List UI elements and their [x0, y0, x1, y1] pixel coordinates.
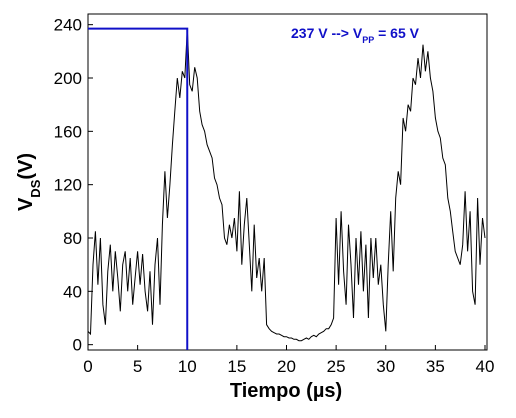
- y-tick-label: 200: [54, 69, 82, 88]
- annotation-sub: PP: [362, 35, 374, 45]
- y-title-text: V: [15, 197, 37, 211]
- plot-frame: [87, 13, 488, 351]
- y-title-sub: DS: [28, 179, 43, 197]
- waveform: [87, 28, 486, 342]
- y-tick-label: 120: [54, 176, 82, 195]
- x-axis-title: Tiempo (µs): [230, 380, 342, 402]
- x-tick-label: 5: [133, 357, 142, 376]
- x-tick-label: 25: [327, 357, 346, 376]
- y-tick-label: 80: [63, 229, 82, 248]
- annotation-text: = 65 V: [374, 25, 419, 41]
- y-tick-label: 160: [54, 122, 82, 141]
- x-tick-label: 20: [277, 357, 296, 376]
- x-tick-label: 30: [376, 357, 395, 376]
- y-axis-title: VDS(V): [15, 153, 43, 211]
- y-tick-label: 40: [63, 282, 82, 301]
- marker-line: [88, 27, 189, 350]
- y-title-text: (V): [15, 153, 37, 180]
- x-tick-label: 0: [83, 357, 92, 376]
- x-tick-label: 35: [426, 357, 445, 376]
- x-tick-label: 40: [476, 357, 495, 376]
- annotation: 237 V --> VPP = 65 V: [291, 25, 420, 45]
- x-tick-label: 10: [178, 357, 197, 376]
- y-tick-label: 0: [73, 336, 82, 355]
- y-tick-label: 240: [54, 16, 82, 35]
- annotation-text: 237 V --> V: [291, 25, 363, 41]
- x-tick-label: 15: [227, 357, 246, 376]
